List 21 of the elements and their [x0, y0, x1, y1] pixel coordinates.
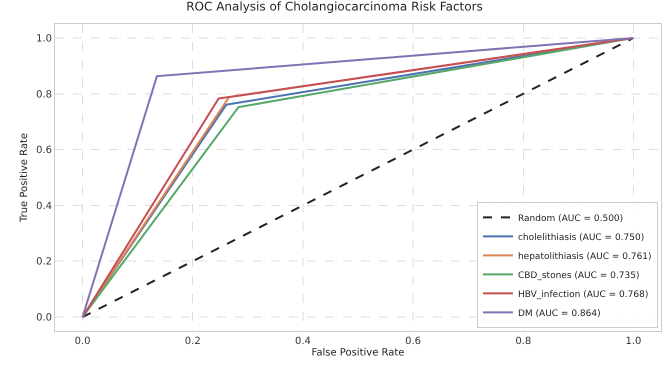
y-tick-label: 0.6 — [36, 145, 52, 156]
x-tick-label: 0.2 — [184, 336, 201, 347]
y-tick-label: 1.0 — [36, 33, 52, 44]
y-tick-label: 0.4 — [36, 200, 52, 212]
y-tick-label: 0.8 — [36, 89, 52, 100]
legend-label: CBD_stones (AUC = 0.735) — [518, 270, 640, 281]
legend-label: DM (AUC = 0.864) — [518, 308, 601, 319]
x-tick-label: 1.0 — [625, 336, 642, 347]
chart-title: ROC Analysis of Cholangiocarcinoma Risk Factors — [186, 0, 483, 14]
x-tick-label: 0.0 — [74, 336, 91, 347]
y-tick-label: 0.0 — [36, 312, 52, 324]
legend-label: Random (AUC = 0.500) — [518, 214, 624, 224]
x-tick-label: 0.8 — [515, 336, 532, 347]
x-tick-label: 0.6 — [405, 336, 422, 347]
x-axis-title: False Positive Rate — [312, 348, 404, 358]
x-tick-label: 0.4 — [294, 336, 311, 347]
y-axis-title: True Positive Rate — [19, 132, 30, 224]
legend-label: hepatolithiasis (AUC = 0.761) — [518, 252, 652, 262]
legend-label: HBV_infection (AUC = 0.768) — [518, 290, 648, 300]
y-tick-label: 0.2 — [36, 256, 52, 268]
legend-label: cholelithiasis (AUC = 0.750) — [518, 232, 644, 243]
